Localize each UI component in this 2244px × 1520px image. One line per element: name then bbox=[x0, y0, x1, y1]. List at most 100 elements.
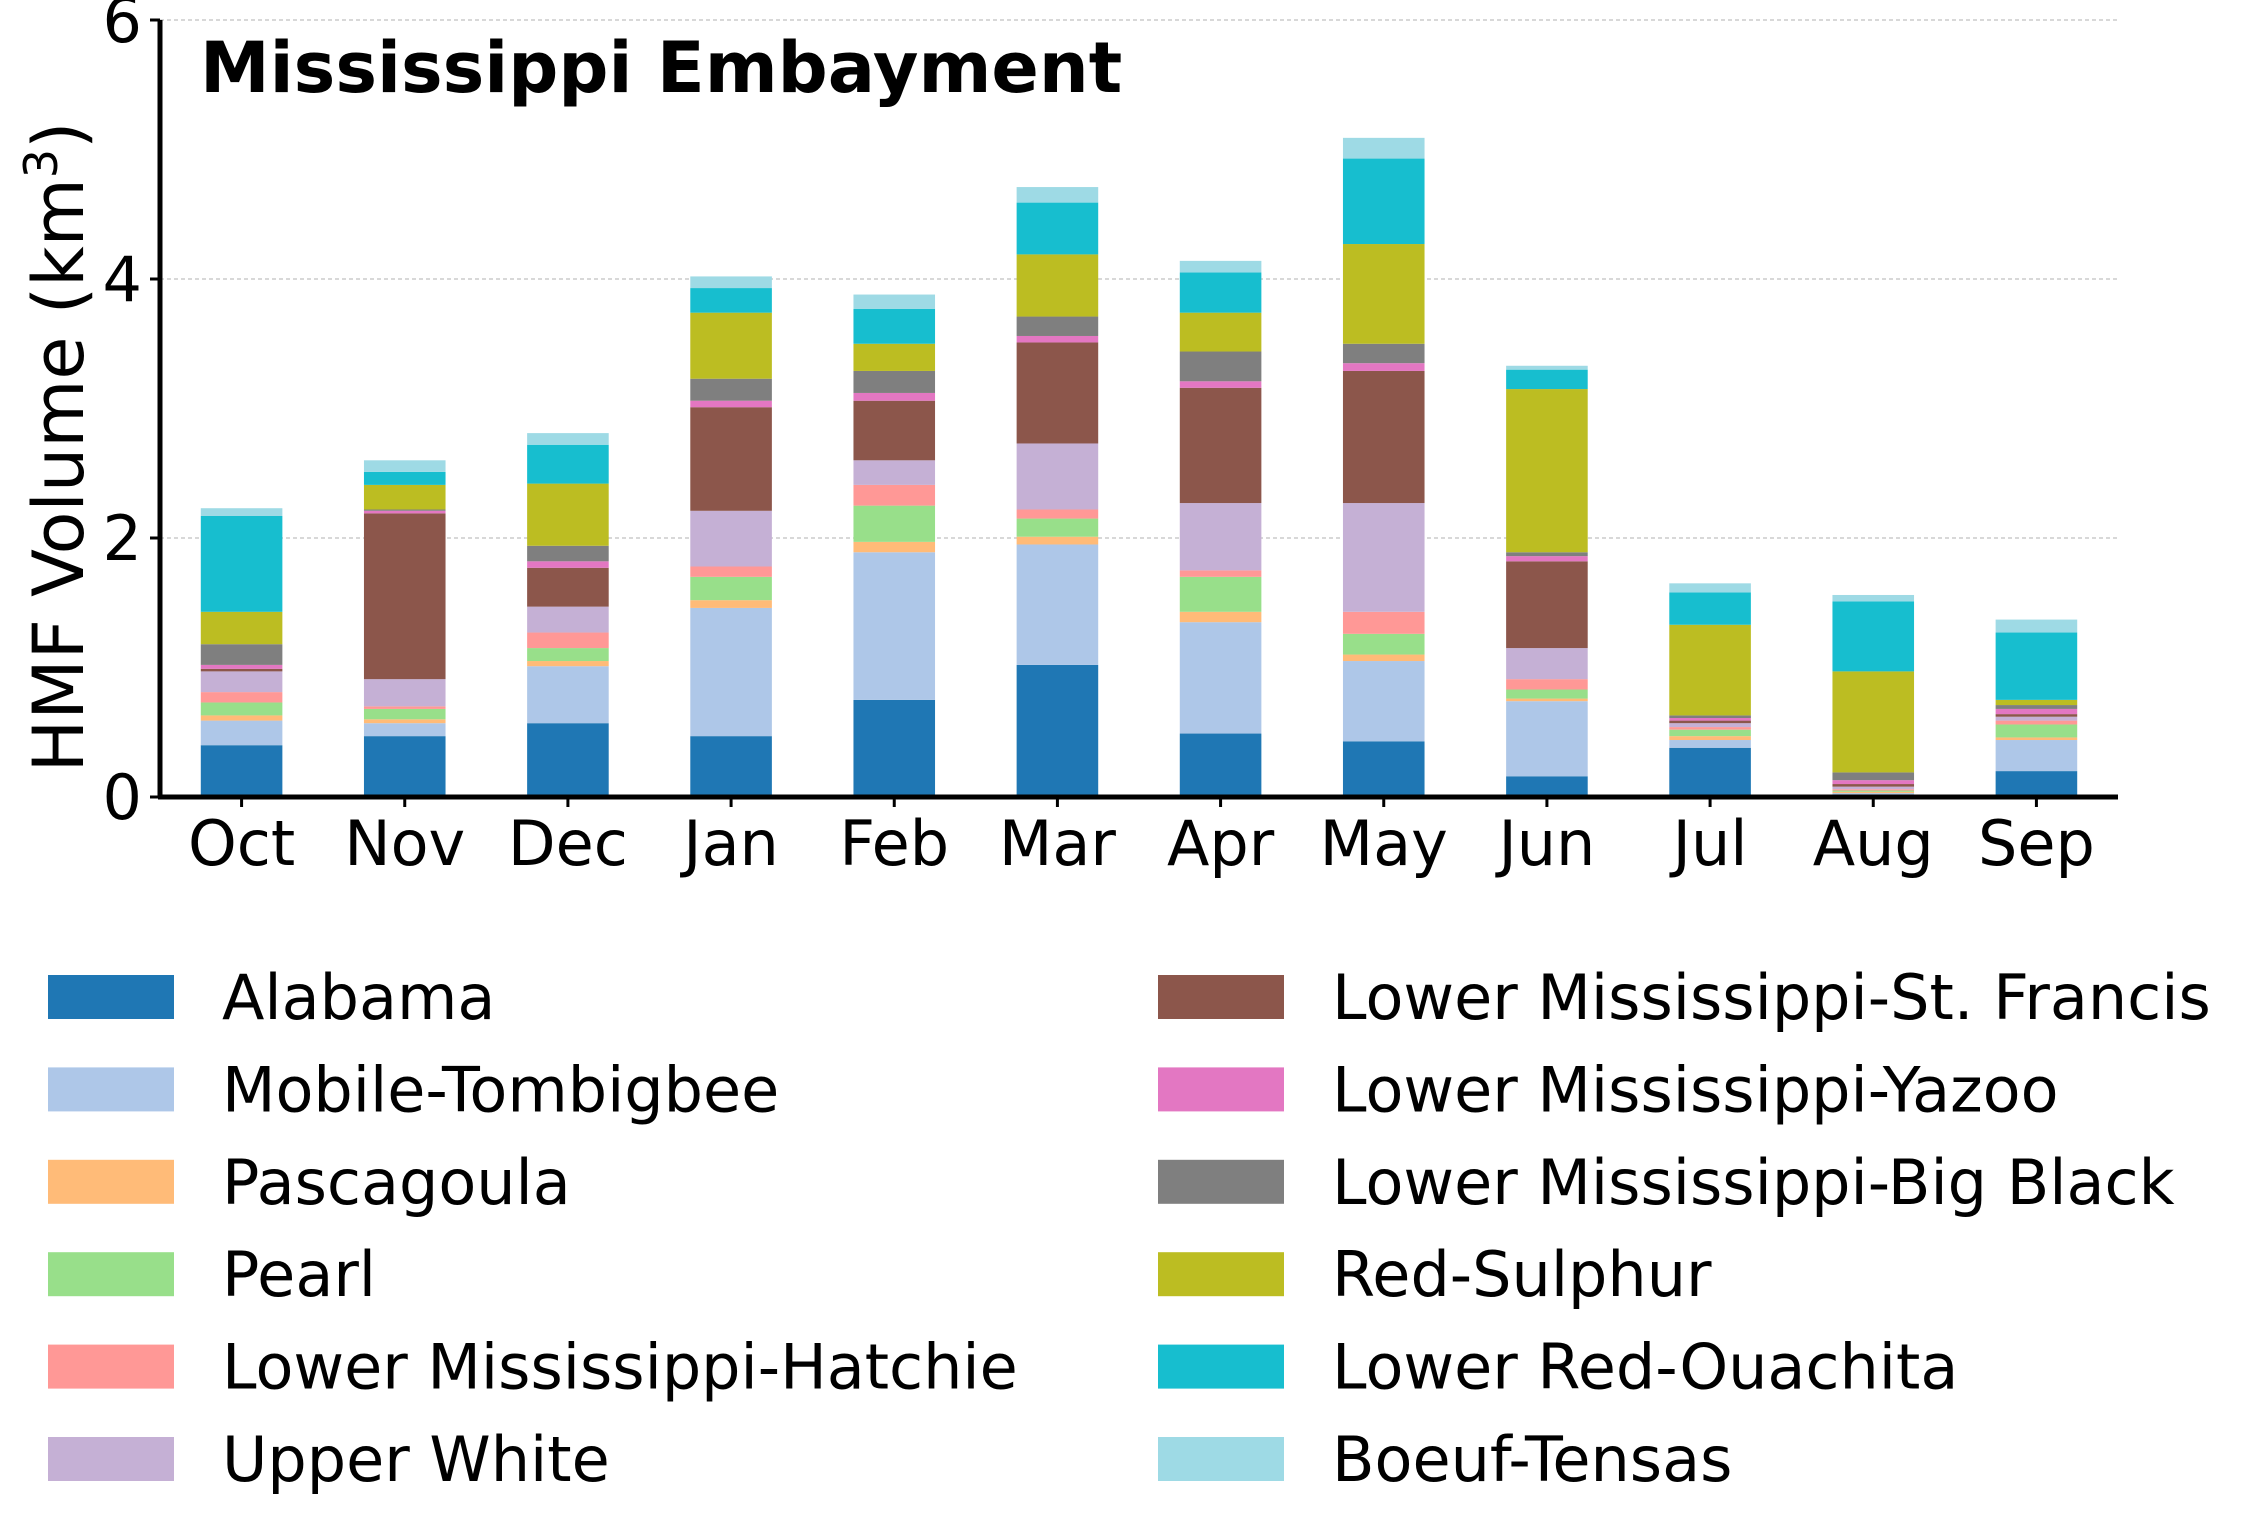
bar-dec-upper-white bbox=[527, 606, 609, 633]
x-tick-label-aug: Aug bbox=[1813, 807, 1934, 880]
legend-swatch-mobile-tombigbee bbox=[48, 1067, 174, 1112]
y-axis-label: HMF Volume (km3) bbox=[14, 122, 100, 773]
bar-jul-pascagoula bbox=[1669, 736, 1751, 741]
legend-label-lower-mississippi-hatchie: Lower Mississippi-Hatchie bbox=[222, 1331, 1018, 1404]
legend-swatch-lower-mississippi-big-black bbox=[1158, 1159, 1284, 1204]
bar-may-red-sulphur bbox=[1342, 244, 1425, 344]
bar-may-pearl bbox=[1342, 633, 1425, 655]
bar-jul-mobile-tombigbee bbox=[1669, 740, 1751, 748]
bar-mar-lower-mississippi-hatchie bbox=[1016, 509, 1099, 519]
bar-mar-lower-red-ouachita bbox=[1016, 202, 1099, 255]
bar-apr-lower-mississippi-yazoo bbox=[1179, 381, 1262, 388]
y-tick-label-0: 0 bbox=[103, 761, 142, 834]
bar-aug-red-sulphur bbox=[1832, 671, 1915, 773]
bar-sep-red-sulphur bbox=[1995, 699, 2078, 706]
bar-oct-lower-mississippi-st-francis bbox=[200, 668, 283, 672]
bar-jul-lower-mississippi-big-black bbox=[1669, 715, 1751, 719]
bar-sep-boeuf-tensas bbox=[1995, 619, 2078, 633]
bar-sep-pascagoula bbox=[1995, 737, 2078, 741]
bar-may-boeuf-tensas bbox=[1342, 137, 1425, 159]
legend-swatch-pearl bbox=[48, 1252, 174, 1297]
legend-swatch-red-sulphur bbox=[1158, 1252, 1284, 1297]
bar-nov-pascagoula bbox=[363, 719, 446, 724]
bar-dec-boeuf-tensas bbox=[527, 433, 609, 445]
legend-label-lower-mississippi-st-francis: Lower Mississippi-St. Francis bbox=[1332, 961, 2211, 1034]
bar-feb-boeuf-tensas bbox=[853, 294, 936, 309]
bar-oct-lower-red-ouachita bbox=[200, 515, 283, 612]
bar-sep-lower-mississippi-hatchie bbox=[1995, 720, 2078, 725]
bar-feb-alabama bbox=[853, 699, 936, 797]
bar-apr-pascagoula bbox=[1179, 611, 1262, 623]
bar-mar-red-sulphur bbox=[1016, 254, 1099, 317]
y-axis-label-superscript: 3 bbox=[14, 149, 68, 178]
grid-layer bbox=[160, 19, 2118, 539]
bar-feb-pearl bbox=[853, 505, 936, 542]
bar-sep-upper-white bbox=[1995, 716, 2078, 721]
bar-jun-lower-mississippi-big-black bbox=[1506, 552, 1588, 557]
legend-label-pearl: Pearl bbox=[222, 1238, 376, 1311]
bar-apr-upper-white bbox=[1179, 503, 1262, 571]
bar-aug-boeuf-tensas bbox=[1832, 594, 1915, 602]
bar-dec-mobile-tombigbee bbox=[527, 666, 609, 724]
bar-nov-upper-white bbox=[363, 679, 446, 707]
legend-swatch-lower-mississippi-st-francis bbox=[1158, 975, 1284, 1019]
x-tick-label-may: May bbox=[1320, 807, 1448, 880]
legend-label-mobile-tombigbee: Mobile-Tombigbee bbox=[222, 1053, 779, 1126]
bar-jun-red-sulphur bbox=[1506, 389, 1588, 553]
legend-swatch-lower-mississippi-hatchie bbox=[48, 1344, 174, 1389]
bar-nov-red-sulphur bbox=[363, 484, 446, 510]
x-tick-label-apr: Apr bbox=[1167, 807, 1275, 880]
bar-jun-lower-mississippi-st-francis bbox=[1506, 561, 1588, 649]
y-tick-label-2: 2 bbox=[103, 502, 142, 575]
bar-jul-lower-mississippi-st-francis bbox=[1669, 720, 1751, 724]
bar-jun-pearl bbox=[1506, 689, 1588, 699]
bar-aug-lower-mississippi-big-black bbox=[1832, 772, 1915, 781]
bar-jun-mobile-tombigbee bbox=[1506, 701, 1588, 777]
x-tick-label-dec: Dec bbox=[508, 807, 628, 880]
legend-swatch-upper-white bbox=[48, 1437, 174, 1481]
bar-apr-lower-mississippi-big-black bbox=[1179, 351, 1262, 382]
bar-sep-lower-mississippi-big-black bbox=[1995, 705, 2078, 709]
bar-aug-mobile-tombigbee bbox=[1832, 793, 1915, 795]
bar-aug-lower-red-ouachita bbox=[1832, 601, 1915, 672]
bar-dec-pascagoula bbox=[527, 661, 609, 667]
bar-oct-lower-mississippi-yazoo bbox=[200, 664, 283, 669]
bar-apr-red-sulphur bbox=[1179, 312, 1262, 352]
bar-mar-pearl bbox=[1016, 518, 1099, 537]
bar-dec-lower-red-ouachita bbox=[527, 444, 609, 484]
y-tick-label-4: 4 bbox=[103, 243, 142, 316]
x-tick-label-jul: Jul bbox=[1669, 807, 1748, 880]
legend-label-boeuf-tensas: Boeuf-Tensas bbox=[1332, 1423, 1732, 1496]
bar-may-lower-mississippi-yazoo bbox=[1342, 363, 1425, 371]
bar-may-lower-mississippi-hatchie bbox=[1342, 611, 1425, 634]
bar-jun-pascagoula bbox=[1506, 698, 1588, 702]
y-tick-label-6: 6 bbox=[103, 0, 142, 57]
bar-jun-lower-red-ouachita bbox=[1506, 369, 1588, 390]
bar-aug-upper-white bbox=[1832, 786, 1915, 790]
bar-feb-upper-white bbox=[853, 460, 936, 485]
bar-jan-lower-mississippi-hatchie bbox=[690, 566, 772, 577]
bar-mar-lower-mississippi-yazoo bbox=[1016, 335, 1099, 343]
legend-label-red-sulphur: Red-Sulphur bbox=[1332, 1238, 1712, 1311]
bar-nov-lower-mississippi-yazoo bbox=[363, 510, 446, 514]
bar-mar-pascagoula bbox=[1016, 536, 1099, 545]
bar-mar-lower-mississippi-st-francis bbox=[1016, 342, 1099, 444]
bar-jul-alabama bbox=[1669, 747, 1751, 797]
bar-apr-boeuf-tensas bbox=[1179, 260, 1262, 273]
bar-dec-lower-mississippi-hatchie bbox=[527, 632, 609, 649]
bar-dec-pearl bbox=[527, 648, 609, 662]
bar-nov-lower-mississippi-big-black bbox=[363, 509, 446, 511]
bar-nov-lower-red-ouachita bbox=[363, 471, 446, 485]
x-tick-label-sep: Sep bbox=[1978, 807, 2095, 880]
bar-apr-lower-red-ouachita bbox=[1179, 272, 1262, 313]
bar-aug-lower-mississippi-st-francis bbox=[1832, 784, 1915, 787]
bar-nov-lower-mississippi-hatchie bbox=[363, 706, 446, 709]
bar-jan-upper-white bbox=[690, 510, 772, 567]
bar-apr-lower-mississippi-st-francis bbox=[1179, 387, 1262, 504]
bar-jan-lower-red-ouachita bbox=[690, 288, 772, 313]
bar-dec-alabama bbox=[527, 723, 609, 797]
bar-jan-boeuf-tensas bbox=[690, 276, 772, 289]
bar-jul-lower-mississippi-hatchie bbox=[1669, 727, 1751, 730]
bar-sep-pearl bbox=[1995, 724, 2078, 738]
bar-mar-lower-mississippi-big-black bbox=[1016, 316, 1099, 336]
